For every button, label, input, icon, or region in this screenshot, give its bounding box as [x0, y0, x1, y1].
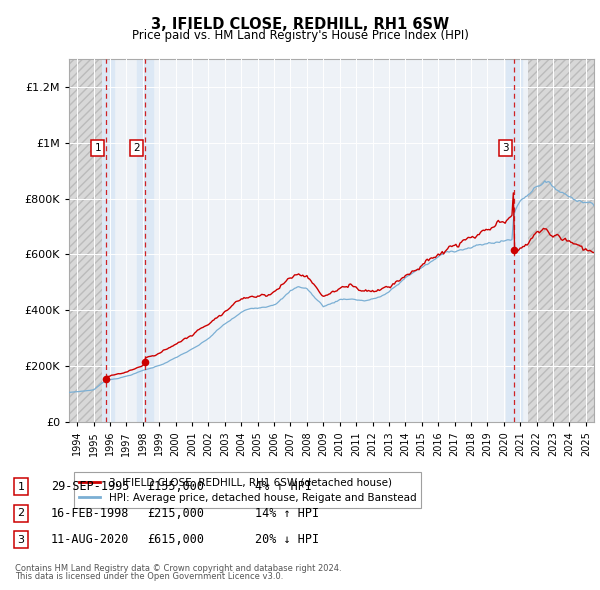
- Text: 3, IFIELD CLOSE, REDHILL, RH1 6SW: 3, IFIELD CLOSE, REDHILL, RH1 6SW: [151, 17, 449, 31]
- Text: 2: 2: [17, 509, 25, 518]
- Bar: [506, 59, 522, 422]
- Text: £155,000: £155,000: [147, 480, 204, 493]
- Text: Contains HM Land Registry data © Crown copyright and database right 2024.: Contains HM Land Registry data © Crown c…: [15, 563, 341, 572]
- Text: 1: 1: [17, 482, 25, 491]
- Text: £615,000: £615,000: [147, 533, 204, 546]
- Text: 3: 3: [17, 535, 25, 545]
- Text: 4% ↑ HPI: 4% ↑ HPI: [255, 480, 312, 493]
- Text: 2: 2: [133, 143, 140, 153]
- Text: £215,000: £215,000: [147, 507, 204, 520]
- Text: This data is licensed under the Open Government Licence v3.0.: This data is licensed under the Open Gov…: [15, 572, 283, 581]
- Bar: [529, 59, 594, 422]
- Text: 16-FEB-1998: 16-FEB-1998: [51, 507, 130, 520]
- Text: 1: 1: [94, 143, 101, 153]
- Text: 20% ↓ HPI: 20% ↓ HPI: [255, 533, 319, 546]
- Text: Price paid vs. HM Land Registry's House Price Index (HPI): Price paid vs. HM Land Registry's House …: [131, 30, 469, 42]
- Bar: [98, 59, 114, 422]
- Text: 29-SEP-1995: 29-SEP-1995: [51, 480, 130, 493]
- Legend: 3, IFIELD CLOSE, REDHILL, RH1 6SW (detached house), HPI: Average price, detached: 3, IFIELD CLOSE, REDHILL, RH1 6SW (detac…: [74, 473, 421, 508]
- Text: 3: 3: [502, 143, 509, 153]
- Bar: [137, 59, 153, 422]
- Bar: [69, 59, 102, 422]
- Text: 11-AUG-2020: 11-AUG-2020: [51, 533, 130, 546]
- Text: 14% ↑ HPI: 14% ↑ HPI: [255, 507, 319, 520]
